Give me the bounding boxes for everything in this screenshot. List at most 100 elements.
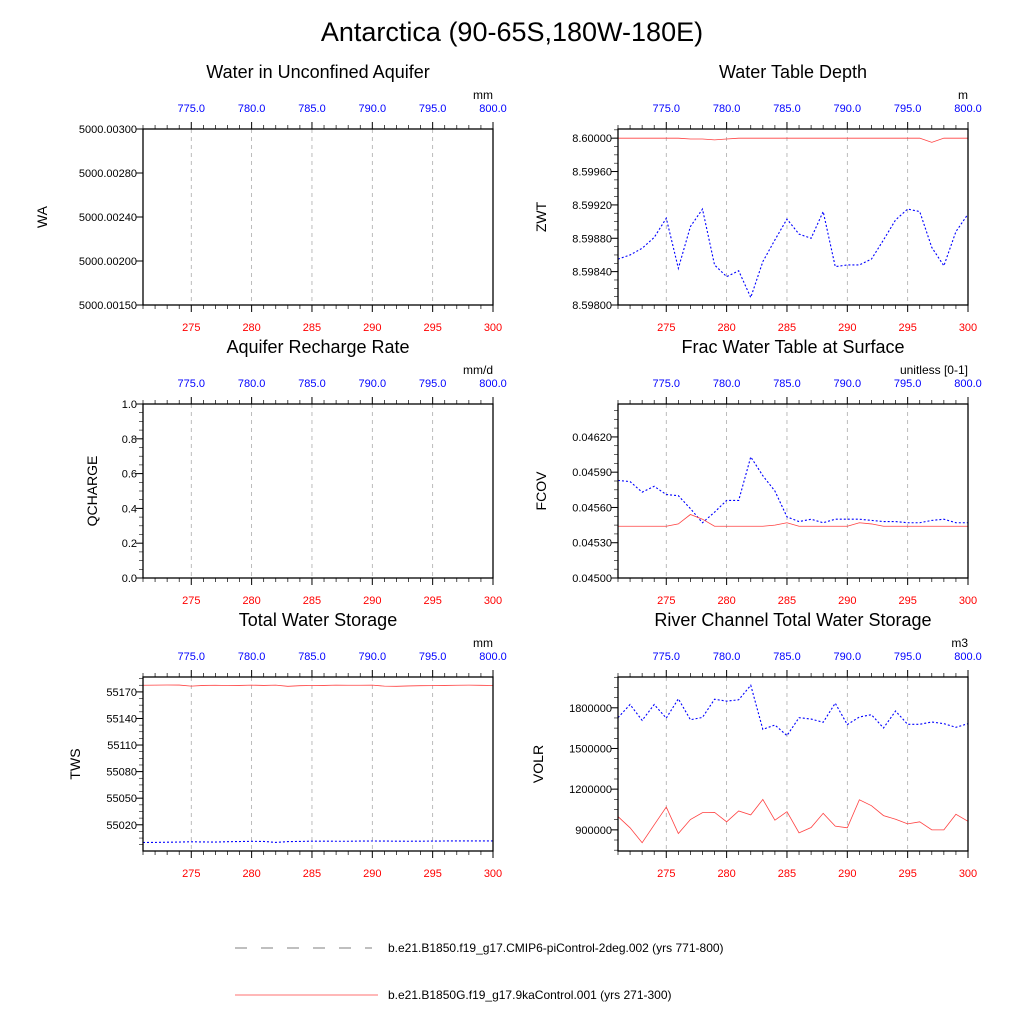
top-x-tick-label: 780.0 [713,378,741,390]
y-tick-label: 0.04620 [572,432,612,444]
y-tick-label: 1200000 [569,784,612,796]
x-tick-label: 290 [363,868,381,880]
y-tick-label: 0.8 [122,434,137,446]
y-tick-label: 55110 [107,740,137,752]
top-x-tick-label: 790.0 [834,651,862,663]
x-tick-label: 300 [484,868,502,880]
top-x-tick-label: 775.0 [178,378,206,390]
series-line-blue [617,455,968,524]
x-tick-label: 275 [182,868,200,880]
top-x-tick-label: 790.0 [359,651,387,663]
top-x-tick-label: 790.0 [834,378,862,390]
x-tick-label: 280 [242,595,260,607]
plot-frame [617,403,969,579]
top-x-tick-label: 795.0 [894,103,922,115]
top-x-tick-label: 775.0 [653,651,681,663]
top-x-tick-label: 795.0 [894,378,922,390]
top-x-tick-label: 795.0 [419,651,447,663]
units-label: m [958,88,968,102]
panel-wa: 275 775.0 280 780.0 285 785.0 290 790.0 295 795.0… [34,62,507,334]
series-line-blue [617,207,969,299]
x-tick-label: 295 [423,868,441,880]
series-line-red [142,684,494,687]
series-line-red [618,514,968,527]
top-x-tick-label: 780.0 [238,378,266,390]
x-tick-label: 290 [838,868,856,880]
x-tick-label: 280 [717,595,735,607]
y-tick-label: 0.4 [122,503,137,515]
panel-tws: 275 775.0 280 780.0 285 785.0 290 790.0 295 795.0… [67,610,507,880]
plot-frame [142,676,494,852]
top-x-tick-label: 785.0 [298,103,326,115]
y-tick-label: 1800000 [569,703,612,715]
top-x-tick-label: 800.0 [479,651,507,663]
x-tick-label: 280 [717,868,735,880]
panel-title: Water in Unconfined Aquifer [206,62,429,82]
y-axis-title: TWS [67,748,83,779]
top-x-tick-label: 790.0 [359,103,387,115]
y-tick-label: 5000.00240 [79,212,137,224]
units-label: unitless [0-1] [900,363,968,377]
top-x-tick-label: 785.0 [773,103,801,115]
panel-qcharge: 275 775.0 280 780.0 285 785.0 290 790.0 295 795.0… [84,337,507,607]
x-tick-label: 275 [657,595,675,607]
x-tick-label: 285 [778,868,796,880]
y-tick-label: 55140 [106,713,137,725]
y-tick-label: 8.59880 [572,233,612,245]
y-tick-label: 5000.00200 [79,256,137,268]
x-tick-label: 280 [242,868,260,880]
series-line-blue [617,684,969,737]
x-tick-label: 300 [484,322,502,334]
plot-frame [617,676,969,852]
x-tick-label: 285 [778,322,796,334]
top-x-tick-label: 795.0 [419,378,447,390]
legend: b.e21.B1850.f19_g17.CMIP6-piControl-2deg… [235,941,724,1002]
x-tick-label: 275 [182,322,200,334]
x-tick-label: 300 [959,868,977,880]
top-x-tick-label: 785.0 [298,378,326,390]
y-tick-label: 5000.00150 [79,300,137,312]
top-x-tick-label: 780.0 [238,103,266,115]
series-line-blue [142,840,493,844]
panel-volr: 275 775.0 280 780.0 285 785.0 290 790.0 295 795.0… [530,610,982,880]
y-tick-label: 0.04500 [572,573,612,585]
y-tick-label: 0.04530 [572,538,612,550]
top-x-tick-label: 780.0 [238,651,266,663]
top-x-tick-label: 780.0 [713,103,741,115]
y-tick-label: 55050 [106,793,137,805]
top-x-tick-label: 795.0 [894,651,922,663]
series-line-red [618,137,968,143]
top-x-tick-label: 800.0 [479,378,507,390]
units-label: mm [473,636,493,650]
top-x-tick-label: 800.0 [479,103,507,115]
x-tick-label: 290 [838,322,856,334]
y-tick-label: 0.0 [122,573,137,585]
top-x-tick-label: 775.0 [178,103,206,115]
y-tick-label: 5000.00280 [79,168,137,180]
top-x-tick-label: 785.0 [773,651,801,663]
series-line-red [617,798,969,844]
panel-title: Aquifer Recharge Rate [226,337,409,357]
y-tick-label: 55080 [106,767,137,779]
units-label: m3 [951,636,968,650]
units-label: mm [473,88,493,102]
y-tick-label: 5000.00300 [79,124,137,136]
x-tick-label: 295 [423,322,441,334]
top-x-tick-label: 775.0 [653,103,681,115]
y-tick-label: 0.6 [122,469,137,481]
y-axis-title: ZWT [533,201,549,232]
panel-title: Water Table Depth [719,62,867,82]
legend-label-0: b.e21.B1850.f19_g17.CMIP6-piControl-2deg… [388,941,724,955]
y-tick-label: 8.59960 [572,167,612,179]
x-tick-label: 295 [423,595,441,607]
top-x-tick-label: 800.0 [954,378,982,390]
panel-title: River Channel Total Water Storage [654,610,931,630]
x-tick-label: 275 [657,868,675,880]
y-axis-title: QCHARGE [84,456,100,527]
top-x-tick-label: 800.0 [954,103,982,115]
x-tick-label: 295 [898,868,916,880]
x-tick-label: 280 [242,322,260,334]
legend-label-1: b.e21.B1850G.f19_g17.9kaControl.001 (yrs… [388,988,672,1002]
y-tick-label: 0.2 [122,538,137,550]
x-tick-label: 280 [717,322,735,334]
